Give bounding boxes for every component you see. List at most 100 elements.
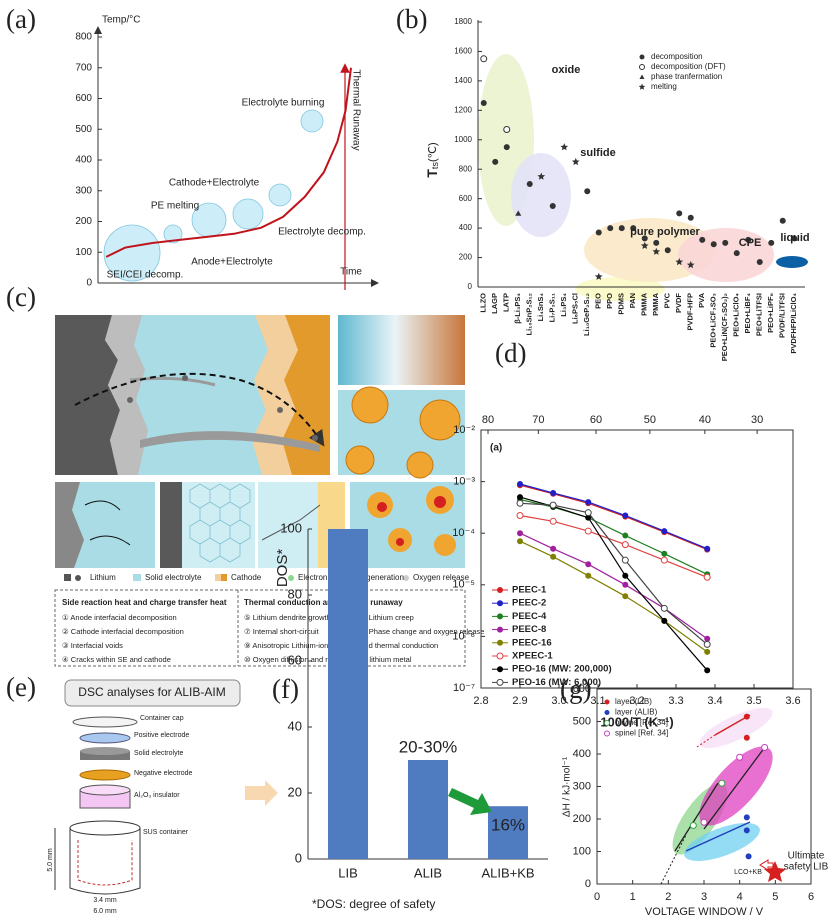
legend-marker xyxy=(604,699,610,705)
marker xyxy=(594,272,603,280)
legend-label: layer (LIB) xyxy=(615,697,652,706)
series-line xyxy=(519,483,708,550)
box-title: Thermal conduction and thermal runaway xyxy=(244,598,403,607)
y-axis-label: DOS* xyxy=(274,549,291,588)
x-tick-label: PEO+LiPF₆ xyxy=(766,293,775,333)
y-axis-label-part: ts xyxy=(430,162,440,170)
legend-marker xyxy=(497,600,503,607)
y-tick-label: 60 xyxy=(288,652,302,667)
legend-marker xyxy=(497,639,503,646)
marker xyxy=(676,210,683,217)
bar xyxy=(408,760,448,859)
legend-marker xyxy=(639,74,645,79)
annotation: Electrolyte burning xyxy=(242,98,325,109)
y-tick-label: 80 xyxy=(288,586,302,601)
y-axis-label: Temp/°C xyxy=(102,15,140,26)
y-tick-label: 10⁻⁵ xyxy=(452,579,475,591)
annotation: Cathode+Electrolyte xyxy=(169,178,260,189)
x-axis-label: 1000/T (K⁻¹) xyxy=(600,714,673,729)
y-tick-label: 1400 xyxy=(454,76,472,85)
marker xyxy=(480,55,488,63)
marker xyxy=(704,648,711,655)
callout: safety LIB xyxy=(784,862,829,873)
group-label: oxide xyxy=(552,64,581,76)
marker xyxy=(595,229,602,236)
marker xyxy=(687,214,694,221)
legend-label: Electron xyxy=(298,573,327,582)
annotation: Thermal Runaway xyxy=(350,69,361,150)
marker xyxy=(675,258,684,266)
marker xyxy=(630,225,637,232)
panel-label: (a) xyxy=(6,4,36,34)
marker xyxy=(745,236,752,243)
series-line xyxy=(105,67,352,258)
x-tick-label: PMMA xyxy=(651,292,660,315)
annotation: 20-30% xyxy=(399,737,458,756)
marker xyxy=(503,125,511,133)
legend-label: XPEEC-1 xyxy=(512,651,553,662)
panel-label: (g) xyxy=(560,674,591,704)
diagram-title: DSC analyses for ALIB-AIM xyxy=(78,685,225,699)
legend-label: melting xyxy=(651,82,677,91)
marker xyxy=(517,530,523,537)
marker xyxy=(515,210,522,216)
y-tick-label: 20 xyxy=(288,784,302,799)
part-label: SUS container xyxy=(143,829,189,836)
part-label: Negative electrode xyxy=(134,770,192,777)
legend-label: Cathode xyxy=(231,573,262,582)
arrow xyxy=(448,788,492,815)
y-tick-label: 600 xyxy=(75,93,92,104)
legend-label: olivine [Ref.34] xyxy=(615,718,668,727)
panel-e-diagram xyxy=(54,679,278,895)
marker xyxy=(743,734,750,741)
x-tick-label: 4 xyxy=(737,891,743,903)
marker xyxy=(550,490,557,497)
y-tick-label: 600 xyxy=(573,683,591,695)
legend-label: PEEC-2 xyxy=(512,598,546,609)
annotation: Anode+Electrolyte xyxy=(191,257,273,268)
marker xyxy=(571,157,580,166)
x-tick-label: 5 xyxy=(772,891,778,903)
x-tick-label: PEO+LiBF₄ xyxy=(743,293,752,334)
x-tick-label: LLZO xyxy=(479,293,488,313)
marker xyxy=(768,239,775,246)
legend-label: PEEC-8 xyxy=(512,624,546,635)
dimension-label: 6.0 mm xyxy=(93,908,117,915)
x-tick-label: Li₆PS₅Cl xyxy=(571,293,580,324)
marker xyxy=(640,241,649,249)
x-tick-label: PAN xyxy=(628,293,637,308)
y-tick-label: 10⁻⁶ xyxy=(452,630,475,642)
x-tick-label: 2 xyxy=(665,891,671,903)
marker xyxy=(756,258,763,265)
legend-label: PEO-16 (MW: 200,000) xyxy=(512,664,612,675)
dimension-label: 5.0 mm xyxy=(47,848,54,872)
box-item: ⑧ Phase change and oxygen release xyxy=(360,627,484,636)
y-tick-label: 400 xyxy=(75,155,92,166)
legend-marker xyxy=(497,666,503,673)
y-tick-label: 0 xyxy=(295,850,302,865)
x-tick-label: Li₃PS₄ xyxy=(559,293,568,317)
marker xyxy=(699,236,706,243)
box-title: Side reaction heat and charge transfer h… xyxy=(62,598,227,607)
legend-label: PEO-16 (MW: 6,000) xyxy=(512,677,601,688)
x-axis-label: VOLTAGE WINDOW / V xyxy=(645,906,764,918)
marker xyxy=(733,250,740,257)
x-tick-label: PMMA xyxy=(640,292,649,315)
x-tick-label: PDMS xyxy=(617,293,626,315)
x-tick-label: 3.1 xyxy=(590,695,605,707)
marker xyxy=(704,545,711,552)
marker xyxy=(517,480,523,487)
marker xyxy=(652,247,661,255)
marker xyxy=(661,550,668,557)
y-tick-label: 10⁻³ xyxy=(453,476,475,488)
x-tick-label: PVDFHFP/LiClO₄ xyxy=(789,293,798,354)
marker xyxy=(722,239,729,246)
y-tick-label: 300 xyxy=(75,185,92,196)
callout: Ultimate xyxy=(788,851,825,862)
marker xyxy=(517,494,523,501)
panel-b-frame xyxy=(477,20,808,301)
y-tick-label: 200 xyxy=(573,813,591,825)
y-tick-label: 400 xyxy=(459,223,473,232)
y-tick-label: 1200 xyxy=(454,105,472,114)
